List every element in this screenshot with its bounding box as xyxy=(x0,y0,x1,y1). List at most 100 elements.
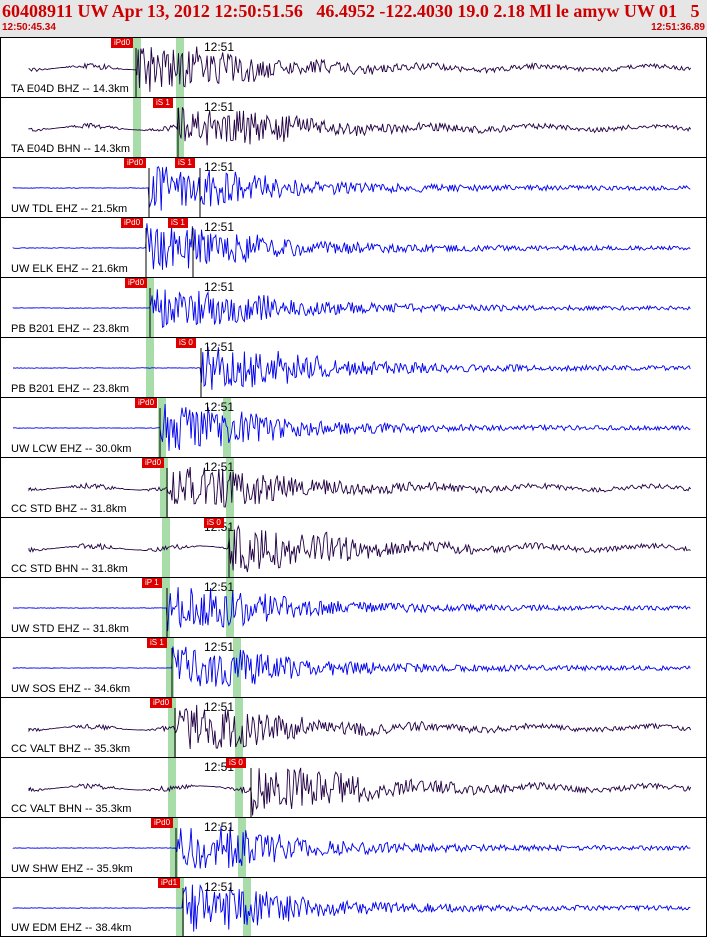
trace-panel[interactable]: 12:51 iP 1 UW STD EHZ -- 31.8km xyxy=(0,577,707,637)
waveform-trace xyxy=(12,403,691,451)
waveform-plot xyxy=(12,818,691,877)
phase-window-band xyxy=(243,878,251,936)
waveform-trace xyxy=(12,646,691,687)
phase-pick-tag[interactable]: iPd0 xyxy=(111,38,134,48)
header-bar: 60408911 UW Apr 13, 2012 12:50:51.56 46.… xyxy=(0,0,707,37)
trace-panel[interactable]: 12:51 iPd0 PB B201 EHZ -- 23.8km xyxy=(0,277,707,337)
waveform-plot xyxy=(12,638,691,697)
waveform-trace xyxy=(12,166,691,211)
phase-window-band xyxy=(235,758,243,817)
waveform-trace xyxy=(12,289,691,329)
trace-panel[interactable]: 12:51 iS 0 PB B201 EHZ -- 23.8km xyxy=(0,337,707,397)
minute-label: 12:51 xyxy=(204,880,235,894)
station-label: UW STD EHZ -- 31.8km xyxy=(11,623,129,635)
minute-label: 12:51 xyxy=(204,160,235,174)
minute-label: 12:51 xyxy=(204,700,235,714)
phase-pick-tag[interactable]: iS 1 xyxy=(153,98,173,108)
waveform-plot xyxy=(12,578,691,637)
phase-pick-tag[interactable]: iPd0 xyxy=(124,158,147,168)
phase-pick-tag[interactable]: iP 1 xyxy=(142,578,162,588)
trace-panel[interactable]: 12:51 iS 1 UW SOS EHZ -- 34.6km xyxy=(0,637,707,697)
waveform-plot xyxy=(12,398,691,457)
minute-label: 12:51 xyxy=(204,460,235,474)
phase-window-band xyxy=(168,698,176,757)
seismogram-list: 12:51 iPd0 TA E04D BHZ -- 14.3km 12:51 iS 1 T… xyxy=(0,37,707,938)
phase-pick-tag[interactable]: iPd0 xyxy=(135,398,158,408)
phase-window-band xyxy=(160,458,168,517)
phase-pick-tag[interactable]: iPd0 xyxy=(125,278,148,288)
phase-window-band xyxy=(226,578,234,637)
station-label: UW EDM EHZ -- 38.4km xyxy=(11,922,132,934)
minute-label: 12:51 xyxy=(204,100,235,114)
waveform-trace xyxy=(28,767,692,816)
waveform-plot xyxy=(12,278,691,337)
phase-pick-tag[interactable]: iPd0 xyxy=(142,458,165,468)
waveform-trace xyxy=(28,46,692,92)
phase-window-band xyxy=(146,338,154,397)
phase-pick-tag[interactable]: iS 0 xyxy=(226,758,246,768)
phase-window-band xyxy=(158,398,166,457)
station-label: UW SHW EHZ -- 35.9km xyxy=(11,863,133,875)
station-label: UW SOS EHZ -- 34.6km xyxy=(11,683,131,695)
trace-panel[interactable]: 12:51 iS 0 CC VALT BHN -- 35.3km xyxy=(0,757,707,817)
minute-label: 12:51 xyxy=(204,400,235,414)
end-time: 12:51:36.89 xyxy=(651,22,705,33)
waveform-trace xyxy=(13,346,691,390)
trace-panel[interactable]: 12:51 iPd0 TA E04D BHZ -- 14.3km xyxy=(0,37,707,97)
waveform-trace xyxy=(12,223,691,270)
waveform-trace xyxy=(28,107,692,146)
phase-window-band xyxy=(168,758,176,817)
station-label: TA E04D BHN -- 14.3km xyxy=(11,143,130,155)
phase-window-band xyxy=(226,458,234,517)
phase-window-band xyxy=(176,878,184,936)
start-time: 12:50:45.34 xyxy=(2,22,56,33)
trace-panel[interactable]: 12:51 iPd1 UW EDM EHZ -- 38.4km xyxy=(0,877,707,937)
waveform-trace xyxy=(12,587,691,632)
station-label: CC STD BHN -- 31.8km xyxy=(11,563,128,575)
waveform-plot xyxy=(28,518,691,577)
waveform-trace xyxy=(28,466,692,508)
station-label: CC VALT BHN -- 35.3km xyxy=(11,803,132,815)
trace-panel[interactable]: 12:51 iPd0 CC STD BHZ -- 31.8km xyxy=(0,457,707,517)
phase-window-band xyxy=(133,98,141,157)
station-label: TA E04D BHZ -- 14.3km xyxy=(11,83,129,95)
phase-pick-tag[interactable]: iS 1 xyxy=(175,158,195,168)
station-label: CC STD BHZ -- 31.8km xyxy=(11,503,127,515)
phase-pick-tag[interactable]: iPd0 xyxy=(121,218,144,228)
waveform-plot xyxy=(13,338,691,397)
waveform-trace xyxy=(12,826,691,869)
waveform-plot xyxy=(12,166,691,217)
waveform-plot xyxy=(12,223,691,277)
phase-window-band xyxy=(162,578,170,637)
phase-pick-tag[interactable]: iS 0 xyxy=(204,518,224,528)
phase-pick-tag[interactable]: iPd0 xyxy=(151,818,174,828)
station-label: UW LCW EHZ -- 30.0km xyxy=(11,443,132,455)
waveform-plot xyxy=(28,758,692,817)
minute-label: 12:51 xyxy=(204,640,235,654)
phase-window-band xyxy=(235,698,243,757)
phase-pick-tag[interactable]: iPd1 xyxy=(158,878,181,888)
phase-window-band xyxy=(176,98,184,157)
minute-label: 12:51 xyxy=(204,40,235,54)
minute-label: 12:51 xyxy=(204,820,235,834)
waveform-trace xyxy=(12,883,691,932)
waveform-trace xyxy=(28,524,691,573)
station-label: UW TDL EHZ -- 21.5km xyxy=(11,203,128,215)
phase-pick-tag[interactable]: iS 1 xyxy=(147,638,167,648)
trace-panel[interactable]: 12:51 iPd0 iS 1 UW ELK EHZ -- 21.6km xyxy=(0,217,707,277)
trace-panel[interactable]: 12:51 iPd0 UW SHW EHZ -- 35.9km xyxy=(0,817,707,877)
minute-label: 12:51 xyxy=(204,340,235,354)
waveform-plot xyxy=(28,458,692,517)
trace-panel[interactable]: 12:51 iPd0 UW LCW EHZ -- 30.0km xyxy=(0,397,707,457)
trace-panel[interactable]: 12:51 iPd0 CC VALT BHZ -- 35.3km xyxy=(0,697,707,757)
event-title: 60408911 UW Apr 13, 2012 12:50:51.56 46.… xyxy=(2,1,700,21)
trace-panel[interactable]: 12:51 iS 1 TA E04D BHN -- 14.3km xyxy=(0,97,707,157)
station-label: PB B201 EHZ -- 23.8km xyxy=(11,383,129,395)
trace-panel[interactable]: 12:51 iPd0 iS 1 UW TDL EHZ -- 21.5km xyxy=(0,157,707,217)
phase-pick-tag[interactable]: iS 0 xyxy=(176,338,196,348)
phase-window-band xyxy=(176,38,184,97)
phase-pick-tag[interactable]: iPd0 xyxy=(150,698,173,708)
phase-pick-tag[interactable]: iS 1 xyxy=(168,218,188,228)
station-label: UW ELK EHZ -- 21.6km xyxy=(11,263,128,275)
